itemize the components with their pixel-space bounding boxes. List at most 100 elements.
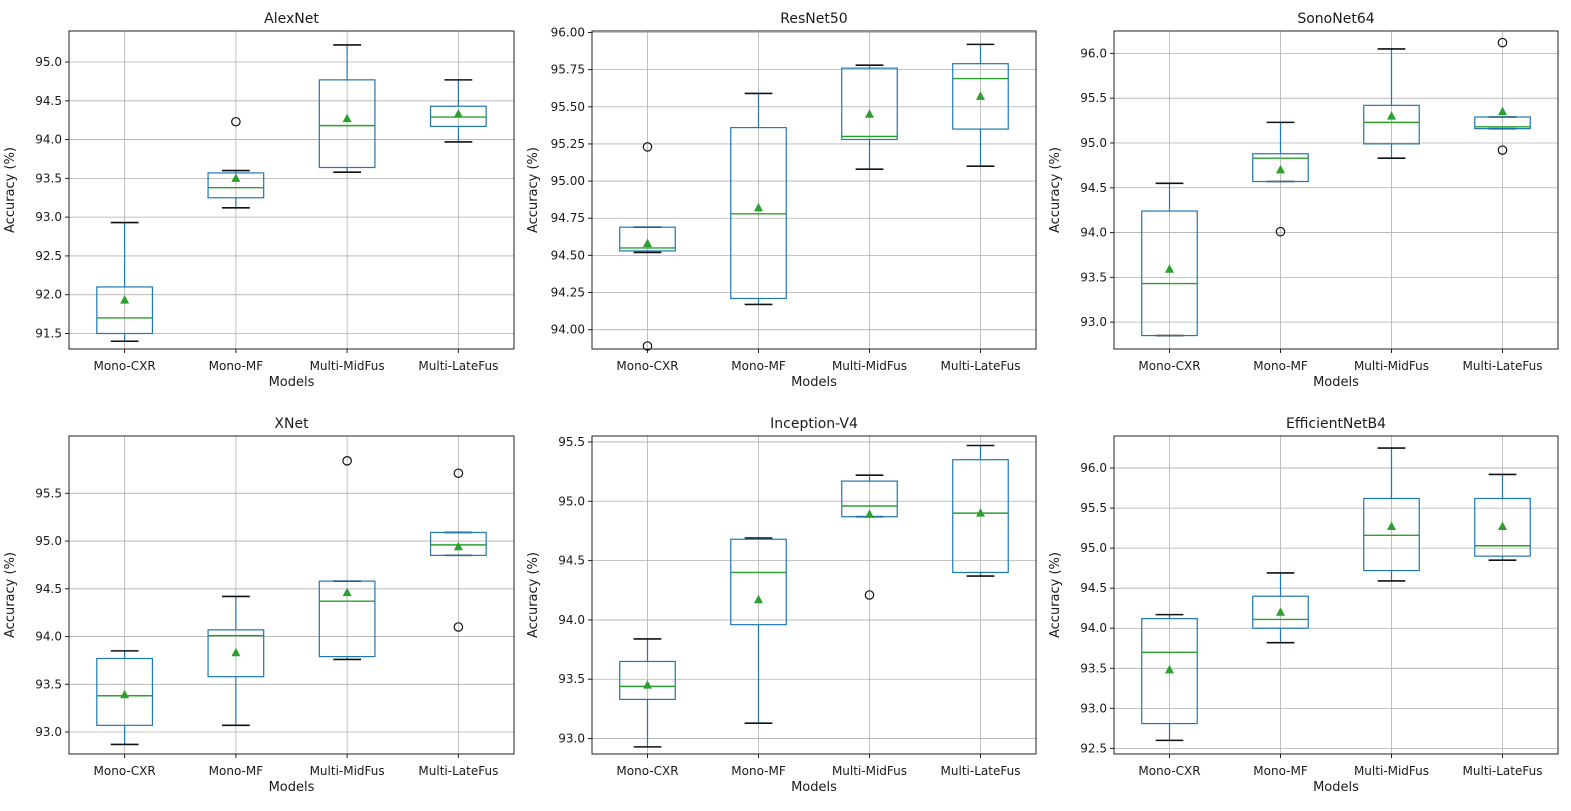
subplot-title: EfficientNetB4: [1286, 416, 1386, 432]
y-tick-label: 94.0: [35, 630, 62, 644]
x-axis-label: Models: [1313, 375, 1359, 390]
y-tick-label: 95.25: [551, 137, 585, 151]
outlier-point: [453, 622, 464, 632]
y-tick-label: 94.25: [551, 286, 585, 300]
mean-marker: [976, 91, 985, 100]
box-multi-midfus: [1363, 48, 1420, 159]
iqr-box: [730, 126, 787, 300]
iqr-box: [1363, 104, 1420, 145]
x-tick-label: Mono-CXR: [1138, 764, 1200, 778]
box-mono-mf: [207, 116, 265, 209]
box-mono-mf: [1252, 121, 1309, 237]
y-axis-label: Accuracy (%): [526, 552, 541, 638]
y-tick-label: 93.0: [35, 725, 62, 739]
mean-marker: [976, 508, 985, 517]
iqr-box: [1252, 595, 1309, 629]
x-tick-label: Multi-LateFus: [941, 359, 1021, 373]
y-tick-label: 95.5: [35, 486, 62, 500]
y-tick-label: 95.50: [551, 100, 585, 114]
y-tick-label: 95.0: [558, 494, 585, 508]
axes-frame: [591, 30, 1037, 350]
box-mono-cxr: [96, 650, 154, 746]
y-tick-label: 95.0: [35, 534, 62, 548]
mean-marker: [1387, 111, 1396, 120]
y-tick-label: 94.0: [1080, 621, 1107, 635]
box-multi-latefus: [1474, 37, 1531, 155]
y-tick-label: 96.0: [1080, 46, 1107, 60]
x-tick-label: Multi-LateFus: [418, 764, 498, 778]
x-tick-label: Multi-LateFus: [418, 359, 498, 373]
x-tick-label: Mono-CXR: [616, 359, 678, 373]
axes-frame: [68, 30, 515, 350]
iqr-box: [1474, 497, 1531, 557]
box-multi-midfus: [1363, 447, 1420, 582]
mean-marker: [120, 689, 130, 699]
x-tick-label: Multi-MidFus: [310, 359, 385, 373]
y-tick-label: 95.00: [551, 174, 585, 188]
mean-marker: [1498, 106, 1507, 116]
y-tick-label: 92.0: [35, 288, 62, 302]
outlier-point: [1497, 145, 1508, 155]
y-tick-label: 94.5: [35, 582, 62, 596]
y-tick-label: 92.5: [1080, 741, 1107, 755]
iqr-box: [1141, 618, 1198, 725]
subplot-inception-v4: 93.0 93.5 94.0 94.5 95.0 95.5 Mono-CXR Mono-MF M…: [526, 416, 1037, 795]
x-tick-label: Multi-MidFus: [832, 359, 907, 373]
mean-marker: [342, 113, 352, 123]
subplot-sononet64: 93.0 93.5 94.0 94.5 95.0 95.5 96.0 Mono-CXR Mono…: [1048, 11, 1559, 390]
box-mono-mf: [730, 92, 787, 306]
mean-marker: [231, 173, 241, 182]
subplot-efficientnetb4: 92.5 93.0 93.5 94.0 94.5 95.0 95.5 96.0 Mono-CXR…: [1048, 416, 1559, 795]
subplot-title: Inception-V4: [770, 416, 858, 432]
mean-marker: [1498, 521, 1507, 531]
subplot-alexnet: 91.5 92.0 92.5 93.0 93.5 94.0 94.5 95.0 Mono-CXR…: [3, 11, 515, 390]
box-mono-cxr: [1141, 182, 1198, 337]
box-multi-latefus: [1474, 473, 1531, 561]
iqr-box: [952, 63, 1009, 130]
y-tick-label: 95.75: [551, 63, 585, 77]
x-tick-label: Multi-LateFus: [1463, 764, 1543, 778]
y-tick-label: 95.5: [558, 435, 585, 449]
y-tick-label: 93.5: [558, 672, 585, 686]
y-tick-label: 94.5: [1080, 581, 1107, 595]
y-axis-label: Accuracy (%): [3, 147, 18, 233]
box-multi-latefus: [429, 468, 487, 632]
x-tick-label: Mono-CXR: [94, 359, 156, 373]
outlier-point: [1497, 37, 1508, 48]
y-axis-label: Accuracy (%): [3, 552, 18, 638]
x-axis-label: Models: [791, 375, 837, 390]
y-axis-label: Accuracy (%): [1048, 147, 1063, 233]
iqr-box: [96, 657, 154, 726]
box-mono-mf: [207, 595, 265, 727]
x-axis-label: Models: [269, 375, 315, 390]
subplot-title: ResNet50: [780, 11, 847, 27]
mean-marker: [1387, 521, 1396, 531]
iqr-box: [96, 286, 154, 335]
iqr-box: [207, 629, 265, 678]
mean-marker: [120, 295, 130, 304]
y-tick-label: 93.5: [1080, 270, 1107, 284]
subplot-title: AlexNet: [264, 11, 319, 27]
mean-marker: [643, 238, 652, 247]
box-mono-cxr: [619, 142, 676, 351]
iqr-box: [1363, 497, 1420, 572]
x-tick-label: Mono-MF: [209, 764, 264, 778]
axes-frame: [68, 435, 515, 755]
box-multi-midfus: [318, 456, 376, 661]
y-tick-label: 91.5: [35, 326, 62, 340]
outlier-point: [642, 341, 653, 351]
y-tick-label: 93.5: [35, 677, 62, 691]
y-tick-label: 93.0: [558, 732, 585, 746]
outlier-point: [342, 456, 352, 466]
mean-marker: [342, 587, 352, 597]
box-mono-cxr: [619, 638, 676, 748]
axes-frame: [1113, 435, 1559, 755]
x-tick-label: Multi-MidFus: [1354, 764, 1429, 778]
iqr-box: [952, 459, 1009, 574]
x-tick-label: Multi-MidFus: [310, 764, 385, 778]
axes-frame: [591, 435, 1037, 755]
box-multi-midfus: [841, 474, 898, 600]
iqr-box: [1252, 153, 1309, 183]
y-tick-label: 93.5: [1080, 661, 1107, 675]
